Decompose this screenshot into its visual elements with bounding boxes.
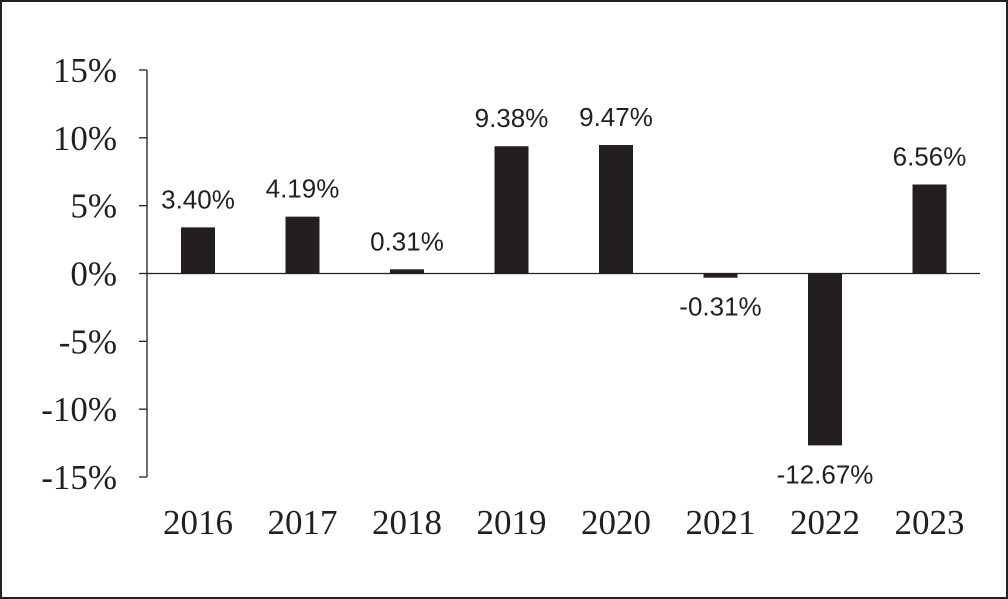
y-axis: 15% 10% 5% 0% -5% -10% -15% — [41, 51, 148, 497]
bars — [181, 145, 947, 446]
y-tick-label: 15% — [53, 51, 117, 90]
x-tick-label-2018: 2018 — [372, 503, 442, 542]
data-label-2018: 0.31% — [370, 226, 444, 256]
x-tick-label-2022: 2022 — [790, 503, 860, 542]
bar-2019 — [494, 146, 529, 274]
x-tick-label-2017: 2017 — [268, 503, 338, 542]
x-tick-label-2020: 2020 — [581, 503, 651, 542]
y-tick-label: -10% — [41, 390, 117, 429]
bar-2020 — [599, 145, 633, 274]
y-tick-label: -15% — [41, 458, 117, 497]
data-label-2016: 3.40% — [161, 184, 235, 214]
x-tick-label-2019: 2019 — [477, 503, 547, 542]
data-label-2023: 6.56% — [893, 142, 967, 172]
y-tick-label: -5% — [59, 322, 117, 361]
data-label-2019: 9.38% — [475, 103, 549, 133]
data-label-2020: 9.47% — [579, 102, 653, 132]
y-tick-label: 5% — [70, 187, 117, 226]
data-labels: 3.40% 4.19% 0.31% 9.38% 9.47% -0.31% -12.67% 6.… — [161, 102, 966, 489]
data-label-2022: -12.67% — [777, 459, 874, 489]
bar-2023 — [912, 184, 947, 274]
x-tick-label-2016: 2016 — [163, 503, 233, 542]
bar-2022 — [808, 273, 842, 446]
bar-2017 — [285, 216, 320, 274]
x-axis-labels: 2016 2017 2018 2019 2020 2021 2022 2023 — [163, 503, 965, 542]
data-label-2017: 4.19% — [266, 174, 340, 204]
y-tick-label: 0% — [70, 255, 117, 294]
x-tick-label-2023: 2023 — [895, 503, 965, 542]
data-label-2021: -0.31% — [679, 292, 761, 322]
bar-2016 — [181, 227, 215, 274]
x-tick-label-2021: 2021 — [686, 503, 756, 542]
bar-2018 — [390, 269, 424, 274]
bar-2021 — [703, 273, 738, 278]
y-tick-label: 10% — [53, 119, 117, 158]
